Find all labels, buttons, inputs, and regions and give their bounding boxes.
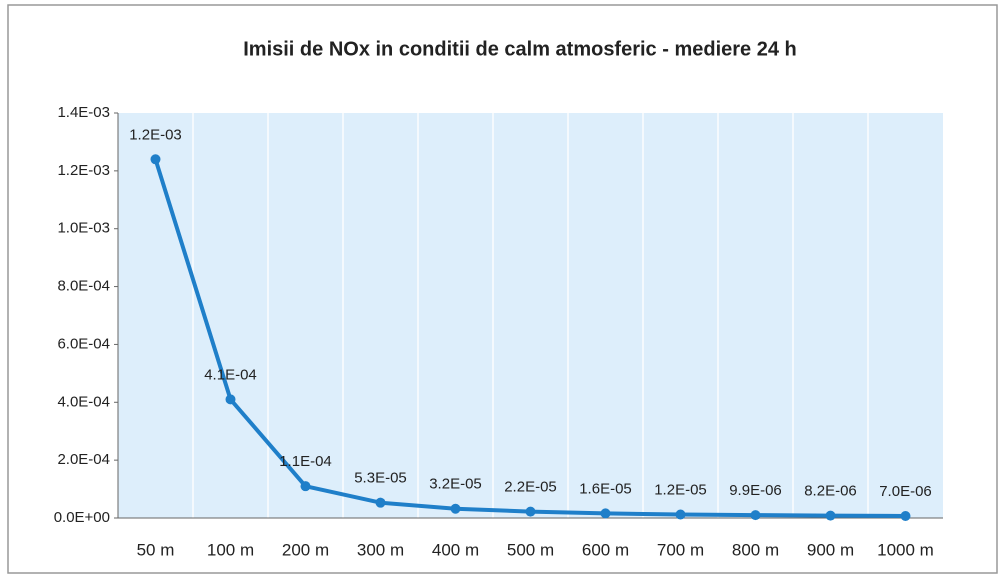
- marker: [750, 510, 761, 521]
- x-tick-label: 1000 m: [877, 540, 934, 559]
- marker: [600, 508, 611, 519]
- data-label: 1.6E-05: [579, 480, 632, 497]
- y-tick-label: 1.0E-03: [57, 220, 110, 237]
- x-tick-label: 300 m: [357, 540, 404, 559]
- marker: [675, 509, 686, 520]
- x-tick-label: 400 m: [432, 540, 479, 559]
- y-tick-label: 1.4E-03: [57, 104, 110, 121]
- data-label: 7.0E-06: [879, 483, 932, 500]
- marker: [450, 503, 461, 514]
- data-label: 4.1E-04: [204, 366, 257, 383]
- data-label: 1.2E-05: [654, 481, 707, 498]
- data-label: 2.2E-05: [504, 479, 557, 496]
- marker: [375, 497, 386, 508]
- data-label: 3.2E-05: [429, 476, 482, 493]
- x-tick-label: 900 m: [807, 540, 854, 559]
- marker: [825, 510, 836, 521]
- data-label: 1.2E-03: [129, 126, 182, 143]
- marker: [525, 506, 536, 517]
- x-tick-label: 50 m: [137, 540, 175, 559]
- x-tick-label: 100 m: [207, 540, 254, 559]
- y-tick-label: 6.0E-04: [57, 335, 110, 352]
- marker: [150, 154, 161, 165]
- x-tick-label: 600 m: [582, 540, 629, 559]
- y-tick-label: 4.0E-04: [57, 393, 110, 410]
- x-tick-label: 800 m: [732, 540, 779, 559]
- marker: [300, 481, 311, 492]
- x-tick-label: 200 m: [282, 540, 329, 559]
- x-tick-label: 500 m: [507, 540, 554, 559]
- marker: [900, 510, 911, 521]
- y-tick-label: 2.0E-04: [57, 451, 110, 468]
- chart-title: Imisii de NOx in conditii de calm atmosf…: [243, 38, 797, 60]
- y-tick-label: 0.0E+00: [54, 509, 110, 526]
- plot-area: [118, 113, 943, 518]
- data-label: 8.2E-06: [804, 483, 857, 500]
- data-label: 5.3E-05: [354, 470, 407, 487]
- data-label: 1.1E-04: [279, 453, 332, 470]
- y-tick-label: 1.2E-03: [57, 162, 110, 179]
- marker: [225, 394, 236, 405]
- data-label: 9.9E-06: [729, 482, 782, 499]
- y-tick-label: 8.0E-04: [57, 278, 110, 295]
- x-tick-label: 700 m: [657, 540, 704, 559]
